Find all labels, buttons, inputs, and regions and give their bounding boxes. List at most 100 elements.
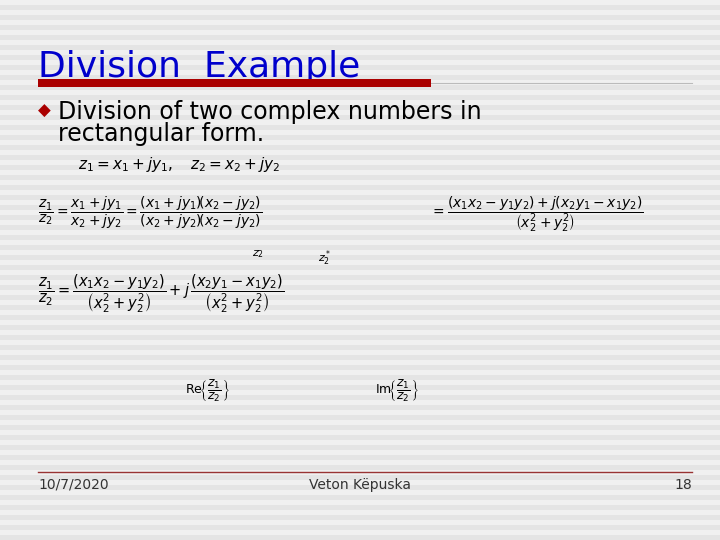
Bar [0,375,720,380]
Bar [0,85,720,90]
Text: 18: 18 [674,478,692,492]
Bar [0,160,720,165]
Bar [0,330,720,335]
Bar [0,65,720,70]
Bar [0,5,720,10]
Bar [0,315,720,320]
Bar [0,265,720,270]
Bar [0,505,720,510]
Bar [0,125,720,130]
Bar [0,405,720,410]
Bar [0,10,720,15]
Bar [0,235,720,240]
Bar [0,325,720,330]
Bar [0,55,720,60]
Bar [0,535,720,540]
Bar [0,170,720,175]
Bar [0,30,720,35]
Bar [0,205,720,210]
Bar [0,510,720,515]
Bar [0,190,720,195]
Bar [0,165,720,170]
Bar [0,195,720,200]
Bar [0,495,720,500]
Bar [0,465,720,470]
Bar [0,370,720,375]
Bar [0,185,720,190]
Bar [0,305,720,310]
Bar [0,120,720,125]
Bar [0,435,720,440]
Bar [0,340,720,345]
Bar [0,245,720,250]
Bar [0,45,720,50]
Text: $\dfrac{z_1}{z_2} = \dfrac{x_1 + jy_1}{x_2 + jy_2} = \dfrac{\left(x_1 + jy_1\rig: $\dfrac{z_1}{z_2} = \dfrac{x_1 + jy_1}{x… [38,195,262,231]
Bar [0,440,720,445]
Bar [0,520,720,525]
Bar [0,240,720,245]
Bar [0,105,720,110]
Bar [0,290,720,295]
Bar [0,50,720,55]
Bar [0,175,720,180]
Bar [0,445,720,450]
Bar [0,40,720,45]
Bar [0,420,720,425]
Bar [0,280,720,285]
Bar [0,145,720,150]
Text: $z_2$: $z_2$ [252,248,264,260]
Bar [0,300,720,305]
Bar [0,80,720,85]
Text: $z_1 = x_1 + jy_1, \quad z_2 = x_2 + jy_2$: $z_1 = x_1 + jy_1, \quad z_2 = x_2 + jy_… [78,155,280,174]
Bar [0,430,720,435]
Bar [0,15,720,20]
Bar [0,285,720,290]
Bar [0,130,720,135]
Bar [0,470,720,475]
Bar [0,200,720,205]
Bar [0,295,720,300]
Bar [0,250,720,255]
Bar [0,35,720,40]
Bar [0,390,720,395]
Bar [0,355,720,360]
Bar [0,400,720,405]
Bar [0,360,720,365]
Bar [0,270,720,275]
Bar [0,220,720,225]
Bar [0,180,720,185]
Text: $\dfrac{z_1}{z_2} = \dfrac{\left(x_1 x_2 - y_1 y_2\right)}{\left(x_2^2 + y_2^2\r: $\dfrac{z_1}{z_2} = \dfrac{\left(x_1 x_2… [38,272,284,315]
Bar [0,425,720,430]
Bar [0,490,720,495]
Text: Division of two complex numbers in: Division of two complex numbers in [58,100,482,124]
Bar [0,350,720,355]
Bar [0,275,720,280]
Bar [0,60,720,65]
Bar [0,450,720,455]
Bar [0,320,720,325]
Bar [0,365,720,370]
Bar [0,210,720,215]
Bar [0,20,720,25]
Bar [0,115,720,120]
Bar [0,135,720,140]
Bar [0,90,720,95]
Text: ◆: ◆ [38,102,50,120]
Bar [0,530,720,535]
Bar [0,150,720,155]
Bar [0,525,720,530]
Bar [0,230,720,235]
Bar [0,95,720,100]
Text: $\mathrm{Re}\!\left\{\dfrac{z_1}{z_2}\right\}$: $\mathrm{Re}\!\left\{\dfrac{z_1}{z_2}\ri… [185,378,230,404]
Bar [38,79,431,87]
Bar [0,110,720,115]
Bar [0,0,720,5]
Bar [0,310,720,315]
Bar [0,500,720,505]
Bar [0,410,720,415]
Bar [0,100,720,105]
Bar [0,385,720,390]
Bar [0,475,720,480]
Bar [0,380,720,385]
Bar [0,75,720,80]
